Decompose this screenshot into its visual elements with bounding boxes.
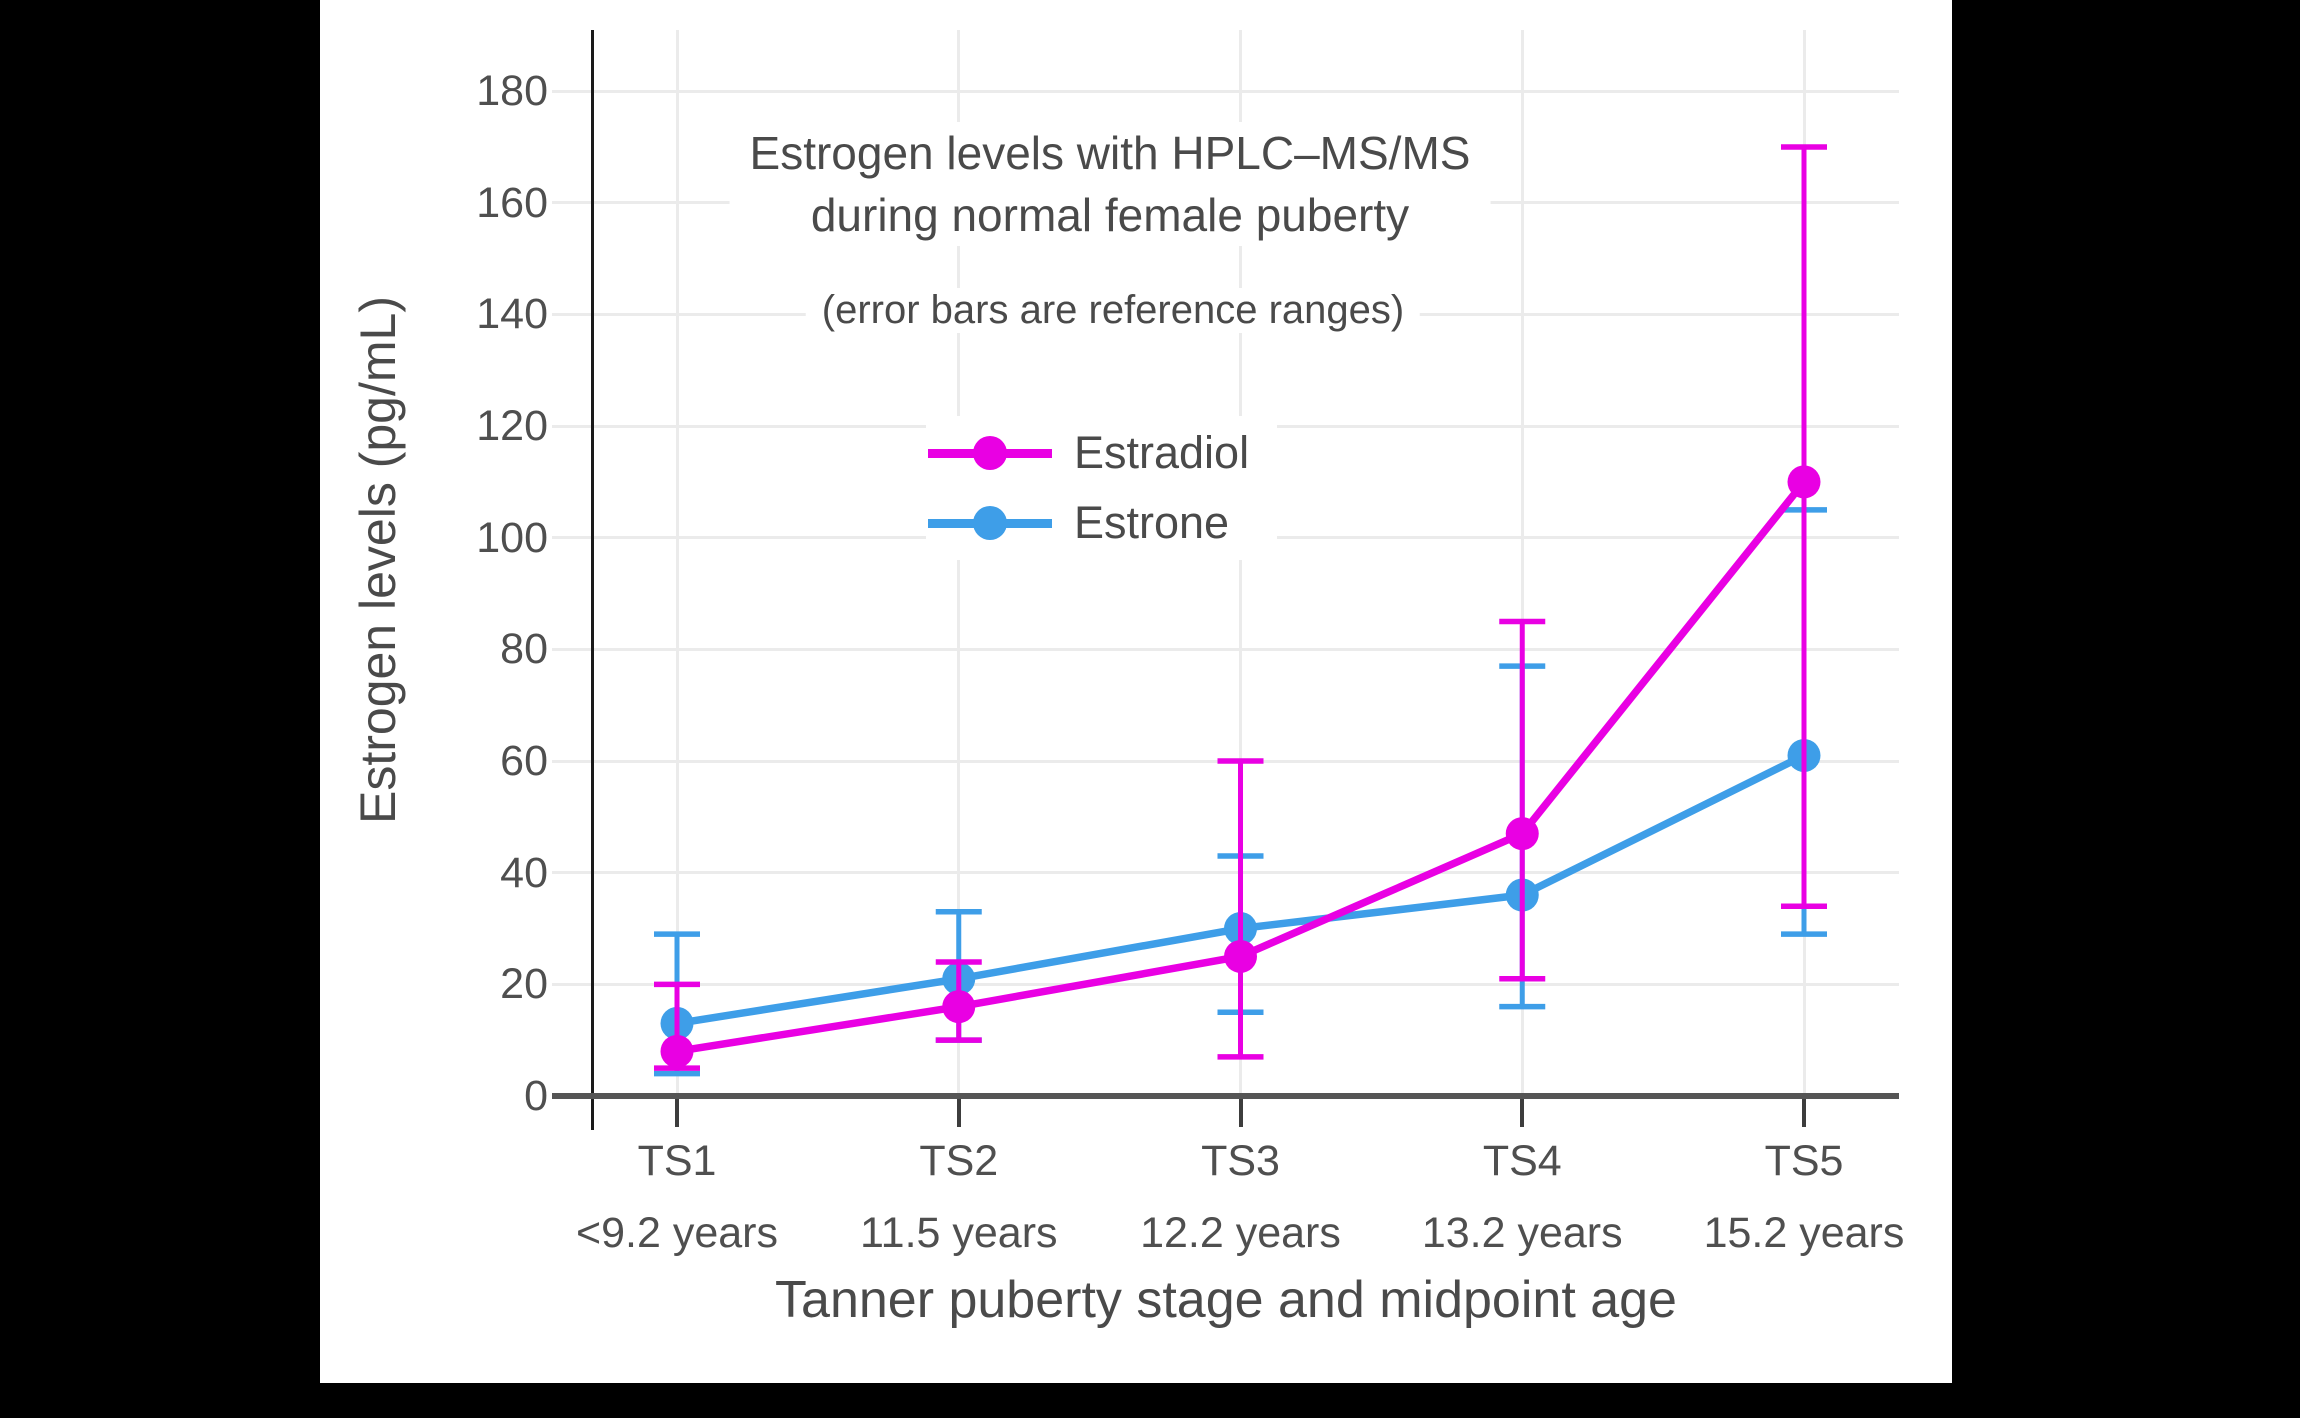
- legend-item: Estradiol: [928, 418, 1249, 488]
- legend-marker: [928, 418, 1052, 488]
- x-tick-label-age: <9.2 years: [576, 1209, 778, 1257]
- legend-marker: [928, 488, 1052, 558]
- chart-panel: 0 20 40 60 80 100 120 140 160 180 TS1 <9.2 years TS2…: [320, 0, 1952, 1383]
- x-tick-label-stage: TS5: [1764, 1137, 1844, 1185]
- y-tick-label: 40: [500, 848, 548, 897]
- chart-subtitle: (error bars are reference ranges): [805, 288, 1421, 333]
- x-axis-tick: [675, 1099, 679, 1127]
- data-point: [1224, 939, 1257, 973]
- x-axis-tick: [956, 1099, 961, 1127]
- series-estradiol: [654, 144, 1827, 1071]
- gridline-horizontal: [552, 89, 1899, 93]
- x-tick-label-stage: TS1: [637, 1137, 717, 1185]
- y-tick-label: 0: [524, 1072, 548, 1120]
- y-tick-label: 140: [476, 290, 548, 339]
- legend-item: Estrone: [928, 488, 1249, 558]
- data-point: [1505, 817, 1539, 851]
- legend-dot-icon: [973, 506, 1007, 540]
- data-point: [942, 990, 976, 1024]
- chart-title-line-1: Estrogen levels with HPLC–MS/MS: [749, 127, 1471, 179]
- x-tick-label-stage: TS4: [1482, 1137, 1562, 1185]
- x-axis-tick: [1520, 1099, 1525, 1127]
- x-tick-label-stage: TS3: [1201, 1137, 1280, 1185]
- y-axis-line: [591, 30, 594, 1130]
- legend-label: Estrone: [1074, 497, 1230, 548]
- x-tick-label-age: 15.2 years: [1703, 1209, 1905, 1257]
- gridline-horizontal: [552, 982, 1899, 986]
- y-tick-label: 80: [500, 625, 548, 674]
- x-tick-label-age: 11.5 years: [859, 1209, 1058, 1257]
- chart-title-line-2: during normal female puberty: [810, 189, 1410, 241]
- x-tick-label-age: 13.2 years: [1421, 1209, 1623, 1257]
- gridline-vertical: [675, 30, 679, 1096]
- x-axis-line: [552, 1093, 1899, 1099]
- x-axis-tick: [1802, 1099, 1806, 1127]
- y-tick-label: 120: [476, 402, 548, 451]
- gridline-horizontal: [552, 647, 1899, 651]
- legend: Estradiol Estrone: [926, 416, 1278, 560]
- y-tick-label: 60: [500, 737, 548, 786]
- x-axis-title: Tanner puberty stage and midpoint age: [775, 1271, 1677, 1329]
- chart-title: Estrogen levels with HPLC–MS/MS during n…: [729, 122, 1491, 246]
- gridline-vertical: [1520, 30, 1524, 1096]
- y-tick-label: 20: [500, 960, 548, 1009]
- x-tick-label-age: 12.2 years: [1140, 1209, 1341, 1257]
- data-point: [660, 1034, 694, 1068]
- y-tick-label: 180: [476, 67, 548, 116]
- legend-dot-icon: [973, 436, 1007, 470]
- gridline-vertical: [957, 30, 961, 1096]
- gridline-horizontal: [552, 871, 1899, 875]
- gridline-vertical: [1239, 30, 1242, 1096]
- y-tick-label: 160: [476, 178, 548, 227]
- data-point: [1787, 465, 1821, 499]
- y-tick-label: 100: [476, 513, 548, 562]
- legend-label: Estradiol: [1074, 427, 1250, 478]
- plot-data-layer: [654, 144, 1827, 1077]
- x-axis-tick: [1238, 1099, 1243, 1127]
- x-tick-label-stage: TS2: [919, 1137, 999, 1185]
